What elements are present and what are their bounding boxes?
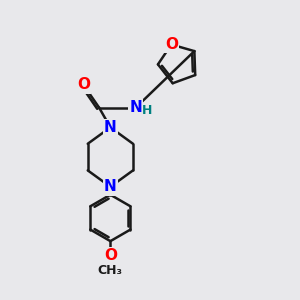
Text: N: N [104, 179, 117, 194]
Text: O: O [104, 248, 117, 263]
Text: H: H [141, 104, 152, 117]
Text: N: N [104, 120, 117, 135]
Text: O: O [77, 77, 90, 92]
Text: O: O [165, 37, 178, 52]
Text: CH₃: CH₃ [98, 263, 123, 277]
Text: N: N [130, 100, 142, 115]
